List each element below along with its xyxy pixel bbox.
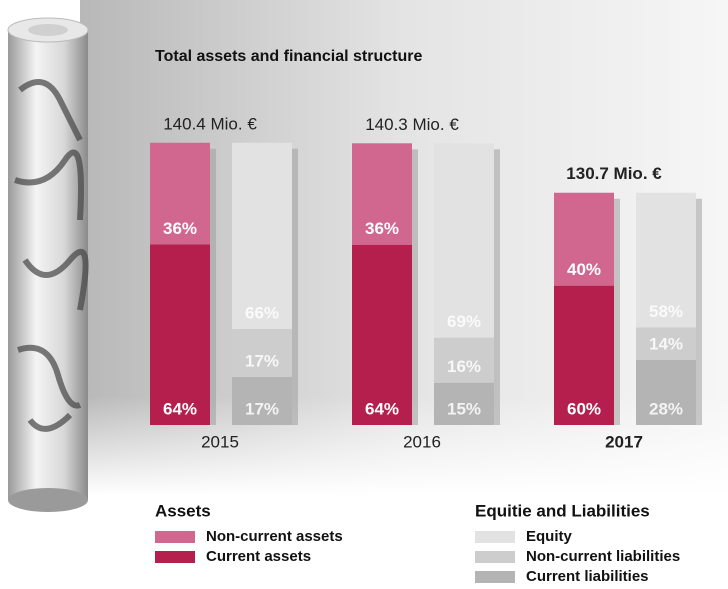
value-label: 58% — [649, 302, 683, 321]
cylinder-decoration — [7, 17, 89, 512]
value-label: 69% — [447, 312, 481, 331]
legend-title: Assets — [155, 501, 211, 520]
x-tick-label: 2015 — [201, 432, 239, 451]
legend-label: Non-current liabilities — [526, 548, 680, 565]
total-label: 140.3 Mio. € — [365, 115, 459, 134]
bar-segment — [554, 285, 614, 425]
value-label: 17% — [245, 399, 279, 418]
legend-label: Current liabilities — [526, 568, 649, 585]
value-label: 14% — [649, 334, 683, 353]
bar-segment — [636, 327, 696, 360]
value-label: 28% — [649, 399, 683, 418]
x-tick-label: 2016 — [403, 432, 441, 451]
bar-segment — [232, 329, 292, 378]
value-label: 60% — [567, 399, 601, 418]
bar-segment — [554, 192, 614, 286]
legend-swatch — [155, 551, 195, 563]
legend-label: Current assets — [206, 548, 311, 565]
legend-swatch — [475, 531, 515, 543]
value-label: 36% — [163, 219, 197, 238]
bar-segment — [434, 382, 494, 425]
bar-segment — [636, 359, 696, 425]
bar-segment — [150, 142, 210, 245]
legend-label: Non-current assets — [206, 528, 343, 545]
bar-segment — [352, 244, 412, 425]
total-label: 130.7 Mio. € — [566, 164, 662, 183]
legend-swatch — [475, 571, 515, 583]
value-label: 17% — [245, 352, 279, 371]
bar-segment — [232, 142, 292, 330]
bar-segment — [636, 192, 696, 328]
bar-segment — [232, 377, 292, 425]
legend-swatch — [475, 551, 515, 563]
bar-segment — [150, 244, 210, 425]
chart-title: Total assets and financial structure — [155, 48, 422, 65]
legend-title: Equitie and Liabilities — [475, 501, 650, 520]
bar-segment — [434, 143, 494, 338]
bar-segment — [434, 337, 494, 383]
value-label: 36% — [365, 219, 399, 238]
value-label: 40% — [567, 260, 601, 279]
legend-label: Equity — [526, 528, 572, 545]
x-tick-label: 2017 — [605, 432, 643, 451]
legend-swatch — [155, 531, 195, 543]
value-label: 64% — [365, 399, 399, 418]
total-label: 140.4 Mio. € — [163, 114, 257, 133]
value-label: 64% — [163, 399, 197, 418]
bar-segment — [352, 143, 412, 245]
value-label: 66% — [245, 304, 279, 323]
value-label: 15% — [447, 399, 481, 418]
value-label: 16% — [447, 357, 481, 376]
